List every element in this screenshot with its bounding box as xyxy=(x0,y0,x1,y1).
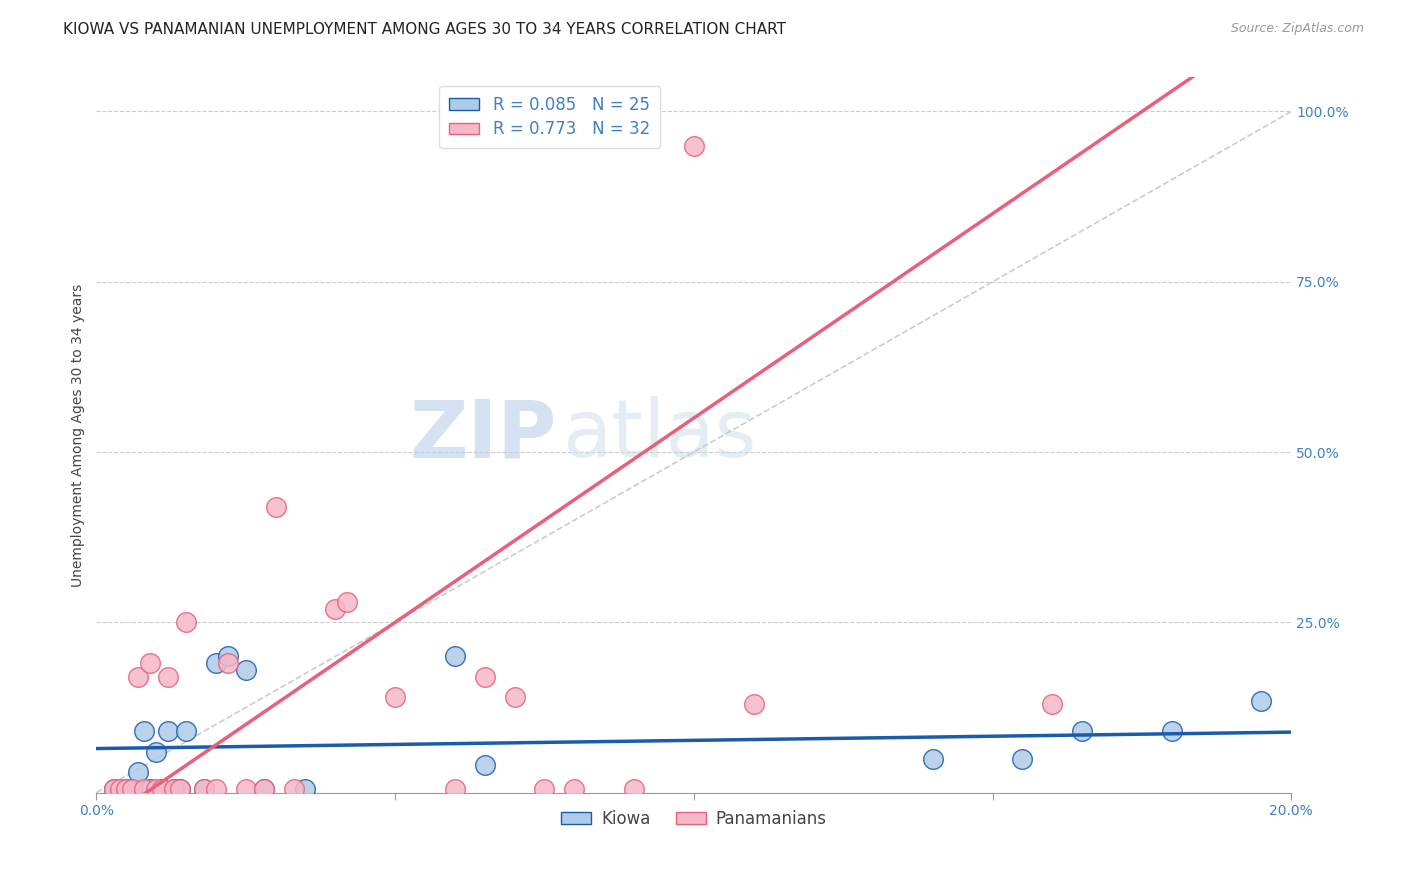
Point xyxy=(623,782,645,797)
Point xyxy=(121,782,143,797)
Point xyxy=(115,782,138,797)
Point xyxy=(1011,751,1033,765)
Point xyxy=(336,595,359,609)
Point xyxy=(205,782,228,797)
Point xyxy=(384,690,406,705)
Point xyxy=(174,615,197,630)
Point xyxy=(235,663,257,677)
Point xyxy=(1250,694,1272,708)
Point xyxy=(742,697,765,711)
Point xyxy=(134,782,156,797)
Point xyxy=(150,782,173,797)
Point xyxy=(134,724,156,739)
Legend: Kiowa, Panamanians: Kiowa, Panamanians xyxy=(554,803,834,834)
Point xyxy=(444,782,467,797)
Point xyxy=(325,601,347,615)
Point xyxy=(145,745,167,759)
Text: KIOWA VS PANAMANIAN UNEMPLOYMENT AMONG AGES 30 TO 34 YEARS CORRELATION CHART: KIOWA VS PANAMANIAN UNEMPLOYMENT AMONG A… xyxy=(63,22,786,37)
Text: atlas: atlas xyxy=(562,396,756,474)
Point xyxy=(121,782,143,797)
Point xyxy=(110,782,132,797)
Point xyxy=(127,670,149,684)
Point xyxy=(139,782,162,797)
Point xyxy=(169,782,191,797)
Point xyxy=(217,649,239,664)
Point xyxy=(235,782,257,797)
Text: Source: ZipAtlas.com: Source: ZipAtlas.com xyxy=(1230,22,1364,36)
Point xyxy=(150,782,173,797)
Point xyxy=(1071,724,1094,739)
Point xyxy=(115,782,138,797)
Point xyxy=(562,782,585,797)
Point xyxy=(1040,697,1063,711)
Point xyxy=(145,782,167,797)
Point xyxy=(444,649,467,664)
Point xyxy=(103,782,125,797)
Point xyxy=(1160,724,1182,739)
Point xyxy=(474,758,496,772)
Point xyxy=(174,724,197,739)
Text: ZIP: ZIP xyxy=(409,396,557,474)
Point xyxy=(283,782,305,797)
Point xyxy=(139,657,162,671)
Point xyxy=(921,751,943,765)
Point xyxy=(253,782,276,797)
Point xyxy=(163,782,186,797)
Point xyxy=(127,765,149,780)
Point xyxy=(682,138,704,153)
Point xyxy=(163,782,186,797)
Point xyxy=(193,782,215,797)
Point xyxy=(157,670,180,684)
Point xyxy=(503,690,526,705)
Point xyxy=(169,782,191,797)
Point xyxy=(157,724,180,739)
Y-axis label: Unemployment Among Ages 30 to 34 years: Unemployment Among Ages 30 to 34 years xyxy=(72,284,86,587)
Point xyxy=(253,782,276,797)
Point xyxy=(103,782,125,797)
Point xyxy=(474,670,496,684)
Point xyxy=(217,657,239,671)
Point xyxy=(205,657,228,671)
Point xyxy=(294,782,316,797)
Point xyxy=(193,782,215,797)
Point xyxy=(264,500,287,514)
Point xyxy=(533,782,555,797)
